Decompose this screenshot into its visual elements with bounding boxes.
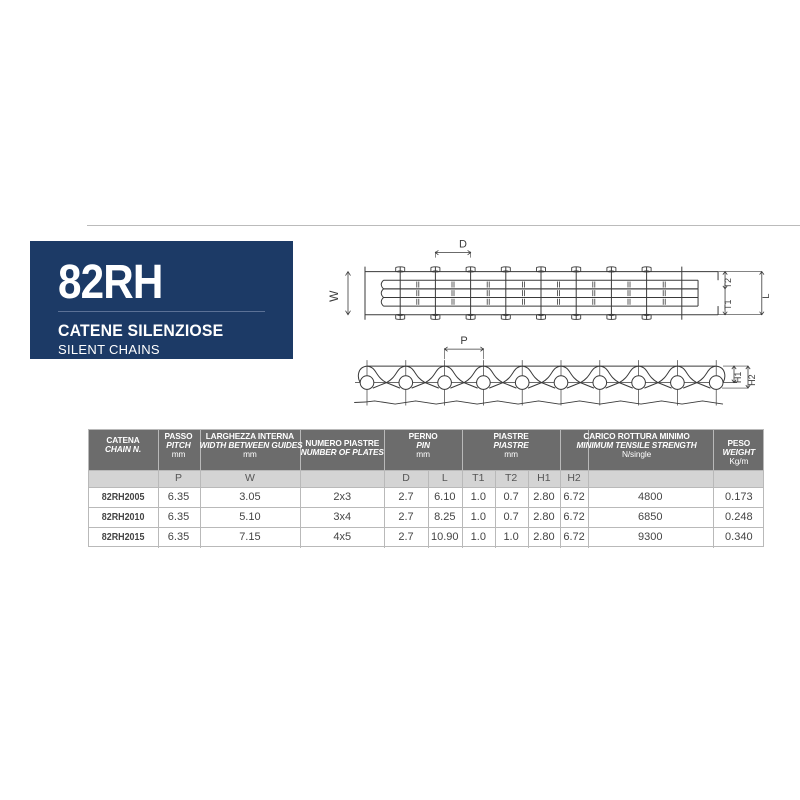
svg-text:L: L — [761, 294, 771, 299]
svg-text:T1: T1 — [723, 300, 733, 311]
svg-text:H1: H1 — [733, 372, 743, 384]
svg-text:H2: H2 — [747, 374, 757, 386]
svg-text:P: P — [460, 335, 467, 347]
svg-text:D: D — [459, 239, 467, 251]
svg-text:T2: T2 — [723, 278, 733, 289]
svg-text:W: W — [327, 290, 341, 302]
